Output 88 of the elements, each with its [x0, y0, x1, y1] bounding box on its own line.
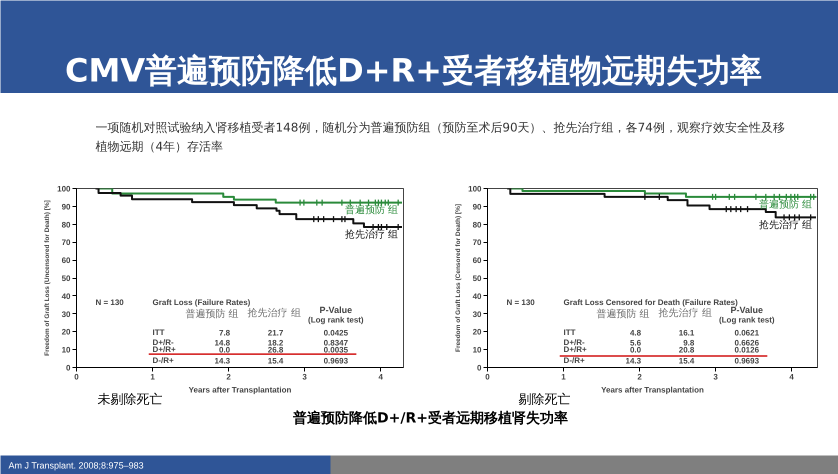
- series-label: 抢先治疗 组: [344, 228, 398, 240]
- annotation: 14.8: [214, 338, 231, 348]
- annotation: 0.0621: [734, 328, 760, 338]
- y-tick-label: 100: [57, 184, 72, 194]
- annotation: 普遍预防 组: [596, 308, 650, 320]
- series-label: 普遍预防 组: [758, 198, 812, 210]
- annotation: 0.0: [218, 345, 231, 354]
- annotation: 14.3: [626, 356, 642, 366]
- y-tick-label: 90: [62, 202, 72, 212]
- annotation: P-Value: [730, 305, 764, 316]
- x-tick-label: 0: [485, 372, 490, 382]
- annotation: 16.1: [678, 328, 695, 338]
- y-tick-label: 20: [472, 328, 482, 337]
- annotation: Graft Loss (Failure Rates): [152, 298, 251, 307]
- x-tick-label: 2: [637, 372, 642, 382]
- text: Am J Transplant. 2008;8:975–983: [8, 460, 144, 470]
- x-tick-label: 1: [561, 372, 566, 382]
- annotation: N = 130: [506, 298, 536, 307]
- x-axis-title: Years after Transplantation: [601, 386, 704, 394]
- y-tick-label: 20: [62, 328, 72, 337]
- annotation: D+/R-: [564, 338, 585, 347]
- annotation: (Log rank test): [719, 315, 775, 324]
- annotation: 15.4: [268, 356, 284, 366]
- series-label: 普遍预防 组: [344, 204, 398, 216]
- annotation: 5.6: [630, 338, 642, 348]
- y-tick-label: 10: [62, 346, 72, 355]
- annotation: D+/R+: [564, 344, 587, 354]
- annotation: 4.8: [630, 328, 642, 338]
- chart-title: CMV普遍预防降低D+R+受者移植物远期失功率: [65, 52, 762, 90]
- annotation: ITT: [564, 328, 576, 337]
- y-tick-label: 80: [62, 220, 72, 230]
- y-tick-label: 50: [472, 274, 482, 283]
- annotation: 0.0126: [734, 345, 760, 354]
- annotation: 0.9693: [324, 356, 349, 366]
- y-tick-label: 10: [472, 346, 482, 355]
- annotation: 0.0425: [324, 328, 349, 338]
- annotation: 普遍预防 组: [185, 308, 238, 320]
- text: 普遍预防降低D+/R+受者远期移植肾失功率: [292, 410, 568, 426]
- y-tick-label: 30: [472, 310, 482, 319]
- y-tick-label: 30: [62, 310, 72, 319]
- x-tick-label: 2: [226, 372, 232, 382]
- series-label: 抢先治疗 组: [758, 218, 812, 231]
- annotation: Graft Loss Censored for Death (Failure Rates): [564, 298, 738, 307]
- annotation: 抢先治疗 组: [248, 306, 301, 319]
- annotation: ITT: [152, 328, 165, 337]
- annotation: 7.8: [218, 328, 231, 338]
- annotation: 0.6626: [734, 338, 760, 348]
- y-tick-label: 50: [62, 274, 72, 283]
- y-tick-label: 60: [472, 256, 482, 266]
- x-tick-label: 4: [789, 372, 794, 382]
- annotation: 0.9693: [734, 356, 760, 366]
- text: 未剔除死亡: [98, 392, 162, 408]
- x-tick-label: 1: [150, 372, 156, 382]
- annotation: 0.8347: [324, 338, 349, 348]
- annotation: 26.8: [268, 345, 284, 354]
- annotation: P-Value: [320, 305, 352, 316]
- annotation: 15.4: [678, 356, 695, 366]
- annotation: 0.0035: [324, 345, 349, 354]
- annotation: 9.8: [683, 338, 695, 348]
- y-tick-label: 0: [477, 364, 482, 372]
- annotation: 14.3: [214, 356, 231, 366]
- x-axis-title: Years after Transplantation: [188, 386, 292, 394]
- x-tick-label: 0: [74, 372, 80, 382]
- x-tick-label: 3: [713, 372, 718, 382]
- annotation: 18.2: [268, 338, 284, 348]
- y-tick-label: 90: [472, 202, 482, 212]
- y-tick-label: 40: [472, 292, 482, 301]
- x-tick-label: 4: [378, 372, 384, 382]
- annotation: D+/R-: [152, 338, 174, 347]
- text: 一项随机对照试验纳入肾移植受者148例，随机分为普遍预防组（预防至术后90天）、抢先治疗组，各74例，观察疗效安全性及移植物远期（4年）存活率: [96, 120, 785, 154]
- y-tick-label: 60: [62, 256, 72, 266]
- text: 剔除死亡: [518, 392, 570, 408]
- y-tick-label: 80: [472, 220, 482, 230]
- y-tick-label: 100: [468, 184, 482, 194]
- x-tick-label: 3: [302, 372, 308, 382]
- annotation: D-/R+: [152, 356, 174, 365]
- annotation: 20.8: [678, 345, 695, 354]
- annotation: 抢先治疗 组: [658, 306, 712, 319]
- annotation: D+/R+: [152, 344, 176, 354]
- annotation: D-/R+: [564, 356, 585, 365]
- y-tick-label: 0: [66, 364, 72, 372]
- y-tick-label: 70: [472, 238, 482, 248]
- annotation: 21.7: [268, 328, 284, 338]
- annotation: 0.0: [630, 345, 642, 354]
- y-tick-label: 70: [62, 238, 72, 248]
- annotation: (Log rank test): [308, 315, 364, 324]
- annotation: N = 130: [96, 298, 124, 307]
- y-tick-label: 40: [62, 292, 72, 301]
